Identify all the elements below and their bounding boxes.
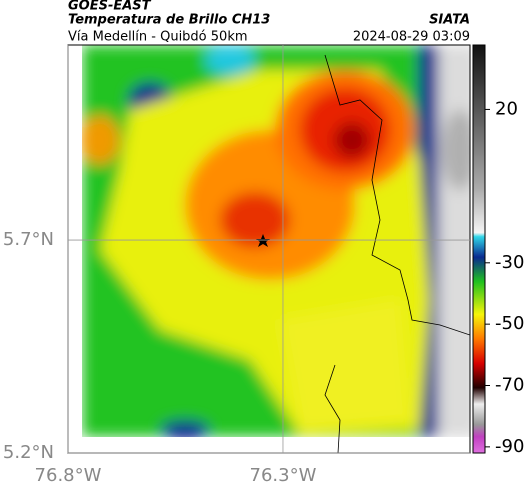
title: Temperatura de Brillo CH13 bbox=[68, 13, 270, 28]
subtitle: Vía Medellín - Quibdó 50km bbox=[68, 30, 248, 45]
datetime: 2024-08-29 03:09 bbox=[353, 30, 470, 45]
y-tick-label: 5.2°N bbox=[3, 442, 54, 463]
map-image bbox=[68, 45, 470, 453]
org: SIATA bbox=[429, 13, 470, 28]
colorbar-tick-label: -70 bbox=[495, 375, 524, 396]
colorbar-tick-label: -50 bbox=[495, 313, 524, 334]
colorbar-tick-label: 20 bbox=[495, 98, 518, 119]
location-marker bbox=[256, 234, 270, 247]
colorbar-tick-label: -30 bbox=[495, 252, 524, 273]
colorbar-tick-label: -90 bbox=[495, 436, 524, 457]
y-tick-label: 5.7°N bbox=[3, 229, 54, 250]
x-tick-label: 76.8°W bbox=[35, 465, 102, 486]
source: GOES-EAST bbox=[68, 0, 152, 14]
x-tick-label: 76.3°W bbox=[250, 465, 317, 486]
colorbar bbox=[472, 44, 486, 454]
